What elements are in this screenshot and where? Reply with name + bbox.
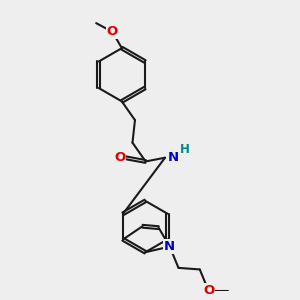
Text: N: N	[164, 240, 175, 253]
Text: O: O	[114, 151, 125, 164]
Text: H: H	[180, 143, 190, 156]
Text: N: N	[168, 151, 179, 164]
Text: O: O	[107, 26, 118, 38]
Text: O: O	[203, 284, 214, 297]
